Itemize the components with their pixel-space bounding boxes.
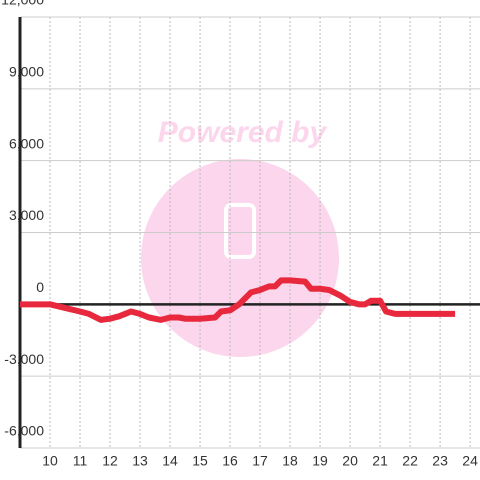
y-tick-label: 0 <box>36 279 44 295</box>
x-tick-label: 20 <box>342 453 358 469</box>
x-tick-label: 24 <box>462 453 478 469</box>
x-tick-label: 19 <box>312 453 328 469</box>
x-tick-label: 15 <box>192 453 208 469</box>
data-line <box>20 277 456 323</box>
x-tick-label: 11 <box>73 453 88 469</box>
y-tick-label: 9,000 <box>9 64 44 80</box>
x-tick-label: 23 <box>432 453 448 469</box>
y-tick-label: -3,000 <box>4 351 44 367</box>
watermark-logo <box>141 159 339 357</box>
x-tick-label: 13 <box>132 453 148 469</box>
x-tick-label: 14 <box>162 453 178 469</box>
x-tick-label: 10 <box>42 453 58 469</box>
x-tick-label: 17 <box>252 453 268 469</box>
watermark-text: Powered by <box>158 116 328 149</box>
x-tick-label: 12 <box>102 453 118 469</box>
y-tick-label: 6,000 <box>9 135 44 151</box>
y-tick-label: -6,000 <box>4 423 44 439</box>
y-tick-label: 12,000 <box>1 0 44 8</box>
x-tick-label: 16 <box>222 453 238 469</box>
x-tick-label: 21 <box>372 453 388 469</box>
x-tick-label: 18 <box>282 453 298 469</box>
y-tick-label: 3,000 <box>9 207 44 223</box>
x-tick-label: 22 <box>402 453 418 469</box>
